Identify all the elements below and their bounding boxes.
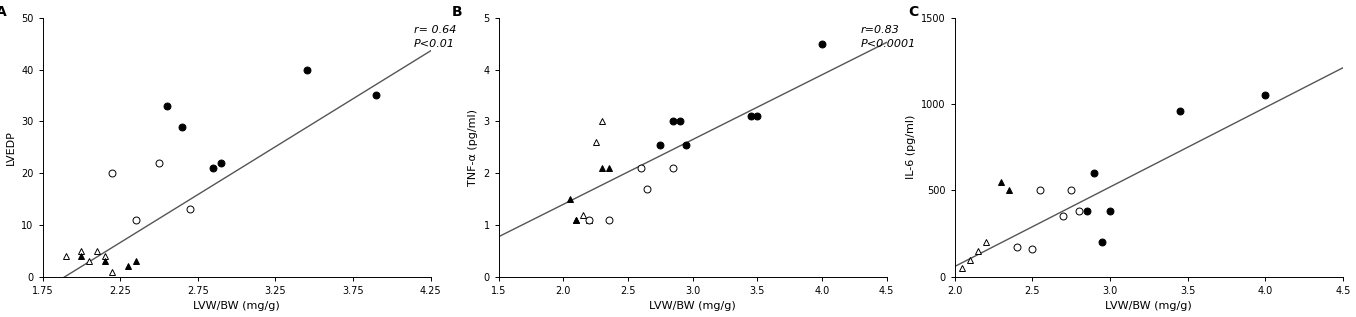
Text: A: A bbox=[0, 5, 7, 19]
Y-axis label: IL-6 (pg/ml): IL-6 (pg/ml) bbox=[906, 115, 915, 179]
Text: C: C bbox=[909, 5, 918, 19]
Y-axis label: LVEDP: LVEDP bbox=[5, 130, 16, 165]
Y-axis label: TNF-α (pg/ml): TNF-α (pg/ml) bbox=[468, 109, 477, 186]
X-axis label: LVW/BW (mg/g): LVW/BW (mg/g) bbox=[194, 301, 281, 311]
X-axis label: LVW/BW (mg/g): LVW/BW (mg/g) bbox=[1105, 301, 1192, 311]
Text: r= 0.64
P<0.01: r= 0.64 P<0.01 bbox=[414, 25, 456, 49]
Text: B: B bbox=[452, 5, 462, 19]
Text: r=0.83
P<0.0001: r=0.83 P<0.0001 bbox=[861, 25, 917, 49]
X-axis label: LVW/BW (mg/g): LVW/BW (mg/g) bbox=[650, 301, 736, 311]
